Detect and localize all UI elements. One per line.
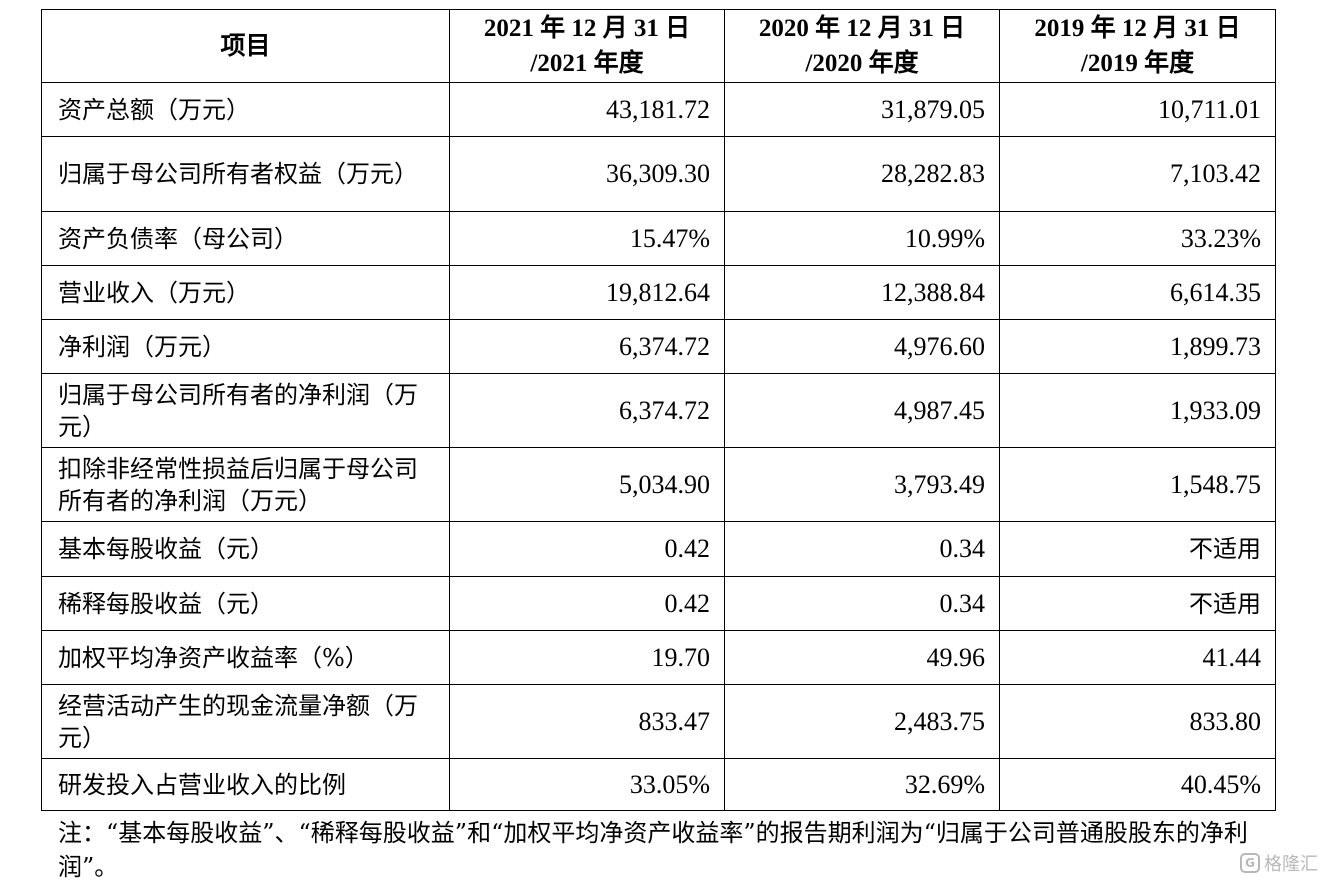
cell-2021: 5,034.90 (449, 447, 725, 522)
cell-2019: 41.44 (999, 630, 1276, 685)
cell-2021: 33.05% (449, 758, 725, 811)
header-2020-text: 2020 年 12 月 31 日 /2020 年度 (758, 15, 966, 77)
cell-2021: 15.47% (449, 211, 725, 266)
watermark: G 格隆汇 (1240, 850, 1318, 876)
cell-2019: 1,899.73 (999, 319, 1276, 374)
header-2019: 2019 年 12 月 31 日 /2019 年度 (999, 9, 1276, 83)
row-label: 扣除非经常性损益后归属于母公司所有者的净利润（万元） (41, 447, 450, 522)
cell-2019: 1,548.75 (999, 447, 1276, 522)
header-2021-text: 2021 年 12 月 31 日 /2021 年度 (483, 15, 691, 77)
cell-2021: 6,374.72 (449, 373, 725, 448)
cell-2021: 833.47 (449, 684, 725, 759)
cell-2021: 19.70 (449, 630, 725, 685)
cell-2019: 10,711.01 (999, 82, 1276, 137)
cell-2019: 不适用 (999, 576, 1276, 631)
cell-2021: 0.42 (449, 576, 725, 631)
table-row: 资产负债率（母公司） 15.47% 10.99% 33.23% (41, 211, 1276, 266)
row-label: 资产总额（万元） (41, 82, 450, 137)
table-row: 营业收入（万元） 19,812.64 12,388.84 6,614.35 (41, 265, 1276, 320)
cell-2020: 2,483.75 (724, 684, 1000, 759)
cell-2020: 49.96 (724, 630, 1000, 685)
header-2019-text: 2019 年 12 月 31 日 /2019 年度 (1034, 15, 1241, 77)
cell-2019: 不适用 (999, 521, 1276, 577)
cell-2019: 1,933.09 (999, 373, 1276, 448)
table-row: 加权平均净资产收益率（%） 19.70 49.96 41.44 (41, 630, 1276, 685)
table-row: 经营活动产生的现金流量净额（万元） 833.47 2,483.75 833.80 (41, 684, 1276, 759)
cell-2019: 7,103.42 (999, 136, 1276, 212)
table-row: 归属于母公司所有者的净利润（万元） 6,374.72 4,987.45 1,93… (41, 373, 1276, 448)
cell-2020: 12,388.84 (724, 265, 1000, 320)
row-label: 营业收入（万元） (41, 265, 450, 320)
footnote: 注：“基本每股收益”、“稀释每股收益”和“加权平均净资产收益率”的报告期利润为“… (58, 819, 1248, 881)
table-row: 扣除非经常性损益后归属于母公司所有者的净利润（万元） 5,034.90 3,79… (41, 447, 1276, 522)
row-label: 稀释每股收益（元） (41, 576, 450, 631)
row-label: 加权平均净资产收益率（%） (41, 630, 450, 685)
row-label: 基本每股收益（元） (41, 521, 450, 577)
header-2020: 2020 年 12 月 31 日 /2020 年度 (724, 9, 1000, 83)
table-row: 归属于母公司所有者权益（万元） 36,309.30 28,282.83 7,10… (41, 136, 1276, 212)
cell-2020: 28,282.83 (724, 136, 1000, 212)
cell-2021: 43,181.72 (449, 82, 725, 137)
cell-2020: 3,793.49 (724, 447, 1000, 522)
cell-2020: 0.34 (724, 576, 1000, 631)
cell-2021: 19,812.64 (449, 265, 725, 320)
cell-2020: 32.69% (724, 758, 1000, 811)
row-label: 经营活动产生的现金流量净额（万元） (41, 684, 450, 759)
row-label: 净利润（万元） (41, 319, 450, 374)
row-label: 归属于母公司所有者权益（万元） (41, 136, 450, 212)
table-row: 基本每股收益（元） 0.42 0.34 不适用 (41, 521, 1276, 577)
gelonghui-logo-icon: G (1240, 853, 1260, 873)
row-label: 归属于母公司所有者的净利润（万元） (41, 373, 450, 448)
watermark-text: 格隆汇 (1264, 854, 1318, 875)
cell-2019: 833.80 (999, 684, 1276, 759)
table-row: 研发投入占营业收入的比例 33.05% 32.69% 40.45% (41, 758, 1276, 811)
header-2021: 2021 年 12 月 31 日 /2021 年度 (449, 9, 725, 83)
cell-2020: 31,879.05 (724, 82, 1000, 137)
cell-2020: 4,987.45 (724, 373, 1000, 448)
cell-2021: 0.42 (449, 521, 725, 577)
cell-2020: 4,976.60 (724, 319, 1000, 374)
cell-2019: 6,614.35 (999, 265, 1276, 320)
table-row: 稀释每股收益（元） 0.42 0.34 不适用 (41, 576, 1276, 631)
cell-2020: 0.34 (724, 521, 1000, 577)
header-row: 项目 2021 年 12 月 31 日 /2021 年度 2020 年 12 月… (41, 9, 1276, 83)
cell-2019: 33.23% (999, 211, 1276, 266)
row-label: 资产负债率（母公司） (41, 211, 450, 266)
cell-2019: 40.45% (999, 758, 1276, 811)
cell-2021: 36,309.30 (449, 136, 725, 212)
cell-2021: 6,374.72 (449, 319, 725, 374)
row-label: 研发投入占营业收入的比例 (41, 758, 450, 811)
header-item: 项目 (41, 9, 450, 83)
table-row: 资产总额（万元） 43,181.72 31,879.05 10,711.01 (41, 82, 1276, 137)
cell-2020: 10.99% (724, 211, 1000, 266)
table-row: 净利润（万元） 6,374.72 4,976.60 1,899.73 (41, 319, 1276, 374)
financial-table: 项目 2021 年 12 月 31 日 /2021 年度 2020 年 12 月… (41, 9, 1276, 811)
